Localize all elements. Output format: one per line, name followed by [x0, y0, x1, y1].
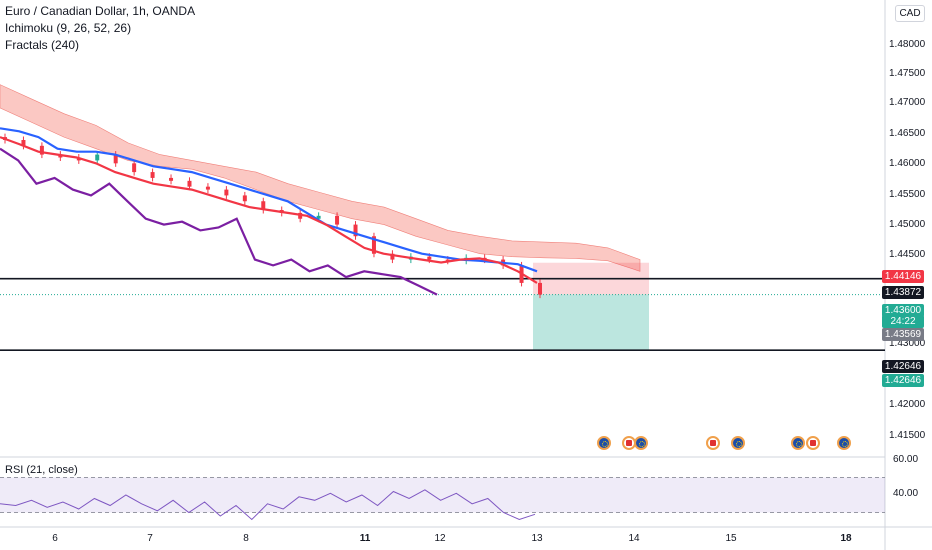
candle-body: [224, 189, 229, 196]
time-axis-label: 14: [628, 533, 640, 544]
price-badge: 1.44146: [882, 270, 924, 283]
ichimoku-legend[interactable]: Ichimoku (9, 26, 52, 26): [5, 21, 132, 35]
candle-body: [169, 177, 174, 181]
price-axis-label: 1.47500: [889, 68, 926, 79]
candle-body: [335, 215, 340, 225]
symbol-title[interactable]: Euro / Canadian Dollar, 1h, OANDA: [5, 4, 196, 18]
time-axis-label: 8: [243, 533, 249, 544]
time-axis-label: 13: [531, 533, 543, 544]
eur-flag-icon[interactable]: [597, 436, 611, 450]
time-axis-label: 11: [359, 533, 371, 544]
ichimoku-cloud: [0, 84, 641, 272]
time-axis-label: 12: [434, 533, 446, 544]
cad-flag-icon[interactable]: [622, 436, 636, 450]
price-badge: 1.42646: [882, 360, 924, 373]
rsi-band: [0, 477, 885, 513]
price-axis-label: 1.47000: [889, 97, 926, 108]
price-badge: 1.42646: [882, 374, 924, 387]
candle-body: [187, 180, 192, 187]
price-axis-label: 1.41500: [889, 430, 926, 441]
candle-body: [427, 256, 432, 260]
candle-body: [242, 195, 247, 202]
rsi-axis-label: 40.00: [893, 488, 919, 499]
eur-flag-icon[interactable]: [634, 436, 648, 450]
candle-body: [21, 140, 26, 146]
price-axis-label: 1.42000: [889, 399, 926, 410]
price-badge: 1.43569: [882, 328, 924, 341]
price-axis-label: 1.44500: [889, 249, 926, 260]
candle-body: [261, 201, 266, 210]
time-axis-label: 18: [840, 533, 852, 544]
price-axis-label: 1.46500: [889, 128, 926, 139]
candle-body: [353, 224, 358, 237]
price-axis-label: 1.45500: [889, 189, 926, 200]
cad-flag-icon[interactable]: [706, 436, 720, 450]
candle-body: [445, 259, 450, 261]
candle-body: [205, 186, 210, 190]
candle-body: [371, 236, 376, 254]
cad-flag-icon[interactable]: [806, 436, 820, 450]
eur-flag-icon[interactable]: [791, 436, 805, 450]
candle-body: [113, 154, 118, 164]
price-badge: 1.43872: [882, 286, 924, 299]
time-axis-label: 15: [725, 533, 737, 544]
rsi-line: [0, 489, 536, 521]
lagging-span-line: [0, 147, 438, 296]
candle-body: [316, 215, 321, 219]
currency-button[interactable]: CAD: [895, 5, 925, 22]
time-axis-label: 6: [52, 533, 58, 544]
price-badge: 24:22: [882, 315, 924, 328]
candle-body: [132, 163, 137, 173]
take-profit-zone: [533, 294, 649, 351]
eur-flag-icon[interactable]: [731, 436, 745, 450]
candle-body: [150, 172, 155, 178]
rsi-legend[interactable]: RSI (21, close): [5, 464, 78, 476]
candle-body: [39, 145, 44, 155]
candle-body: [390, 253, 395, 260]
price-badge: 1.43600: [882, 304, 924, 317]
fractals-legend[interactable]: Fractals (240): [5, 38, 80, 52]
candle-body: [538, 282, 542, 295]
price-axis-label: 1.48000: [889, 39, 926, 50]
rsi-axis-label: 60.00: [893, 454, 919, 465]
kijun-line: [0, 127, 538, 273]
price-axis-label: 1.43000: [889, 338, 926, 349]
price-axis-label: 1.46000: [889, 158, 926, 169]
price-axis-label: 1.45000: [889, 219, 926, 230]
eur-flag-icon[interactable]: [837, 436, 851, 450]
time-axis-label: 7: [147, 533, 153, 544]
tenkan-line: [0, 136, 538, 284]
candle-body: [95, 154, 100, 161]
